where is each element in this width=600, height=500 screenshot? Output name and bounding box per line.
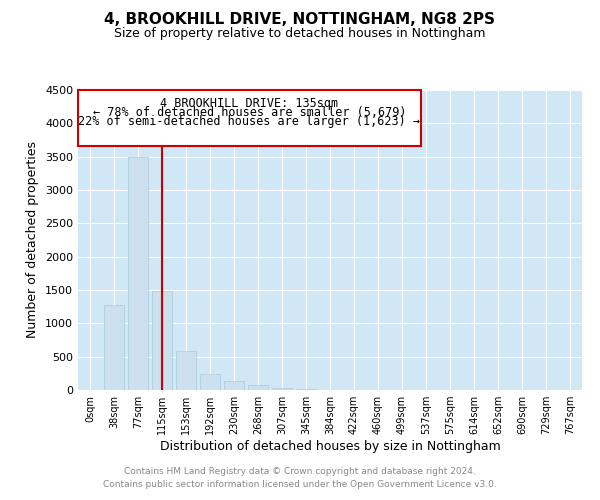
Text: 22% of semi-detached houses are larger (1,623) →: 22% of semi-detached houses are larger (… (79, 116, 421, 128)
Bar (176, 352, 196, 390)
Bar (152, 292, 172, 390)
Bar (128, 156, 148, 390)
X-axis label: Distribution of detached houses by size in Nottingham: Distribution of detached houses by size … (160, 440, 500, 453)
Bar (200, 374, 220, 390)
Text: Size of property relative to detached houses in Nottingham: Size of property relative to detached ho… (114, 28, 486, 40)
Y-axis label: Number of detached properties: Number of detached properties (26, 142, 40, 338)
Text: Contains public sector information licensed under the Open Government Licence v3: Contains public sector information licen… (103, 480, 497, 489)
Text: ← 78% of detached houses are smaller (5,679): ← 78% of detached houses are smaller (5,… (92, 106, 406, 120)
Bar (272, 388, 292, 390)
Bar (104, 304, 124, 390)
Text: 4, BROOKHILL DRIVE, NOTTINGHAM, NG8 2PS: 4, BROOKHILL DRIVE, NOTTINGHAM, NG8 2PS (104, 12, 496, 28)
Bar (248, 386, 268, 390)
FancyBboxPatch shape (78, 90, 421, 146)
Text: Contains HM Land Registry data © Crown copyright and database right 2024.: Contains HM Land Registry data © Crown c… (124, 467, 476, 476)
Bar (224, 382, 244, 390)
Text: 4 BROOKHILL DRIVE: 135sqm: 4 BROOKHILL DRIVE: 135sqm (160, 98, 338, 110)
